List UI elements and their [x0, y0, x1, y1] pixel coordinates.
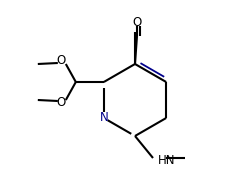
Text: N: N: [99, 111, 108, 124]
Text: O: O: [56, 55, 65, 67]
Text: O: O: [56, 96, 65, 109]
Text: HN: HN: [157, 155, 175, 168]
Text: O: O: [132, 15, 141, 29]
